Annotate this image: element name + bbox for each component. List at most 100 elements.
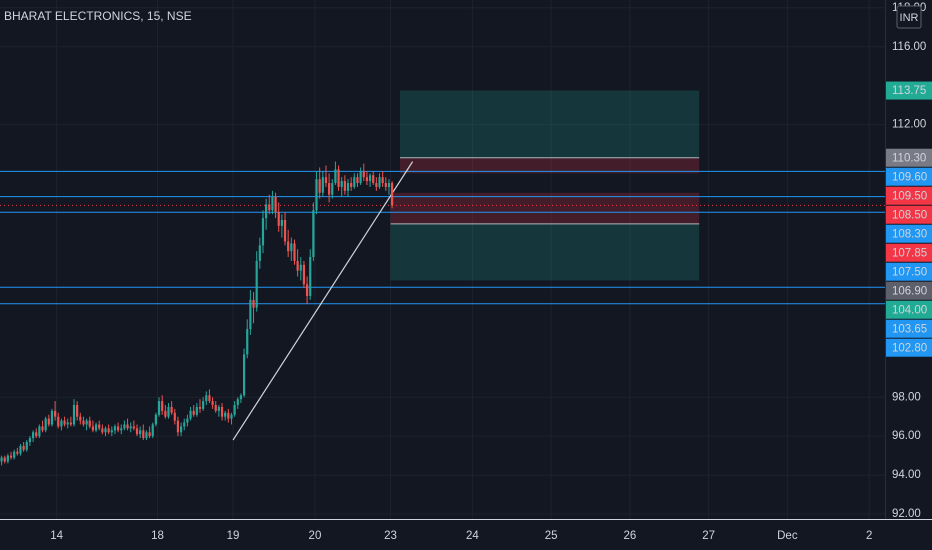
candle-body — [35, 432, 38, 437]
price-label-box — [886, 167, 932, 186]
candle-body — [117, 426, 120, 431]
candle-body — [312, 210, 315, 258]
price-label-box — [886, 148, 932, 167]
currency: INR — [900, 12, 919, 24]
candle-body — [44, 418, 47, 431]
price-label: 109.60 — [892, 171, 927, 183]
currency-badge[interactable] — [896, 5, 922, 29]
candle-body — [359, 171, 362, 184]
candle-body — [66, 422, 69, 425]
candle-body — [135, 428, 139, 435]
y-tick-label: 116.00 — [892, 41, 926, 53]
candle-body — [85, 420, 88, 425]
candle-body — [173, 412, 176, 421]
candle-body — [164, 410, 167, 417]
candle-body — [315, 179, 318, 211]
price-label-box — [886, 300, 932, 319]
candle-body — [211, 401, 214, 406]
y-tick-label: 96.00 — [892, 430, 921, 442]
candle-body — [107, 428, 110, 433]
price-label-box — [886, 81, 932, 100]
candle-body — [255, 260, 258, 308]
candle-body — [239, 395, 243, 400]
x-tick-label: 23 — [384, 530, 397, 542]
candle-body — [236, 399, 239, 406]
candle-body — [362, 171, 365, 178]
price-label-box — [886, 262, 932, 281]
price-label-box — [886, 319, 932, 338]
candle-body — [57, 416, 60, 427]
candle-body — [170, 406, 173, 413]
candle-body — [368, 175, 372, 182]
candle-body — [271, 196, 274, 211]
candle-body — [230, 414, 233, 419]
stop-zone — [390, 192, 700, 224]
price-label-box — [886, 186, 932, 205]
x-tick-label: 20 — [309, 530, 322, 542]
candle-body — [54, 410, 57, 417]
candle-body — [296, 260, 299, 271]
candle-body — [287, 241, 290, 252]
candle-body — [38, 426, 41, 437]
candle-body — [328, 183, 331, 195]
candle-body — [246, 329, 249, 355]
candle-body — [9, 455, 13, 458]
price-label-box — [886, 281, 932, 300]
price-label-box — [886, 338, 932, 357]
candle-body — [25, 442, 28, 450]
price-label: 108.30 — [892, 228, 927, 240]
candle-body — [176, 420, 180, 433]
candle-body — [365, 177, 369, 182]
candle-body — [217, 406, 220, 411]
candle-body — [31, 432, 35, 439]
candle-body — [132, 426, 135, 429]
candle-body — [167, 406, 170, 417]
candle-body — [277, 212, 280, 226]
candle-body — [120, 428, 123, 431]
candle-body — [214, 405, 217, 411]
candle-body — [22, 445, 25, 450]
candle-body — [233, 405, 236, 415]
candle-body — [76, 405, 79, 417]
candle-body — [309, 257, 312, 296]
candle-body — [161, 401, 164, 411]
candle-body — [16, 451, 19, 454]
y-tick-label: 98.00 — [892, 391, 921, 403]
candle-body — [258, 245, 261, 261]
y-tick-label: 94.00 — [892, 469, 921, 481]
x-tick-label: 27 — [702, 530, 715, 542]
y-tick-label: 112.00 — [892, 119, 926, 131]
y-tick-label: 92.00 — [892, 508, 921, 520]
candle-body — [154, 414, 158, 425]
x-tick-label: 2 — [866, 530, 872, 542]
candle-body — [353, 177, 356, 187]
candle-body — [129, 426, 132, 429]
candle-body — [145, 432, 148, 439]
x-tick-label: 14 — [50, 530, 63, 542]
candle-body — [302, 264, 306, 285]
price-label: 102.80 — [892, 342, 927, 354]
candle-body — [268, 204, 271, 211]
candle-body — [151, 424, 154, 437]
candle-body — [280, 220, 283, 226]
x-tick-label: 26 — [623, 530, 636, 542]
candle-body — [205, 395, 208, 402]
price-label: 113.75 — [892, 85, 926, 97]
price-label: 110.30 — [892, 152, 926, 164]
candle-body — [242, 354, 246, 396]
candle-body — [179, 426, 183, 433]
candle-body — [252, 299, 255, 308]
candle-body — [139, 430, 142, 435]
price-label: 106.90 — [892, 285, 927, 297]
candle-body — [324, 177, 328, 184]
target-zone — [399, 90, 700, 158]
candle-body — [47, 418, 50, 425]
candle-body — [104, 428, 107, 433]
candle-body — [0, 457, 3, 462]
candle-body — [60, 420, 63, 427]
candle-body — [41, 426, 44, 431]
price-label: 107.50 — [892, 266, 927, 278]
price-label-box — [886, 205, 932, 224]
candle-body — [63, 420, 66, 425]
candle-body — [69, 422, 72, 425]
